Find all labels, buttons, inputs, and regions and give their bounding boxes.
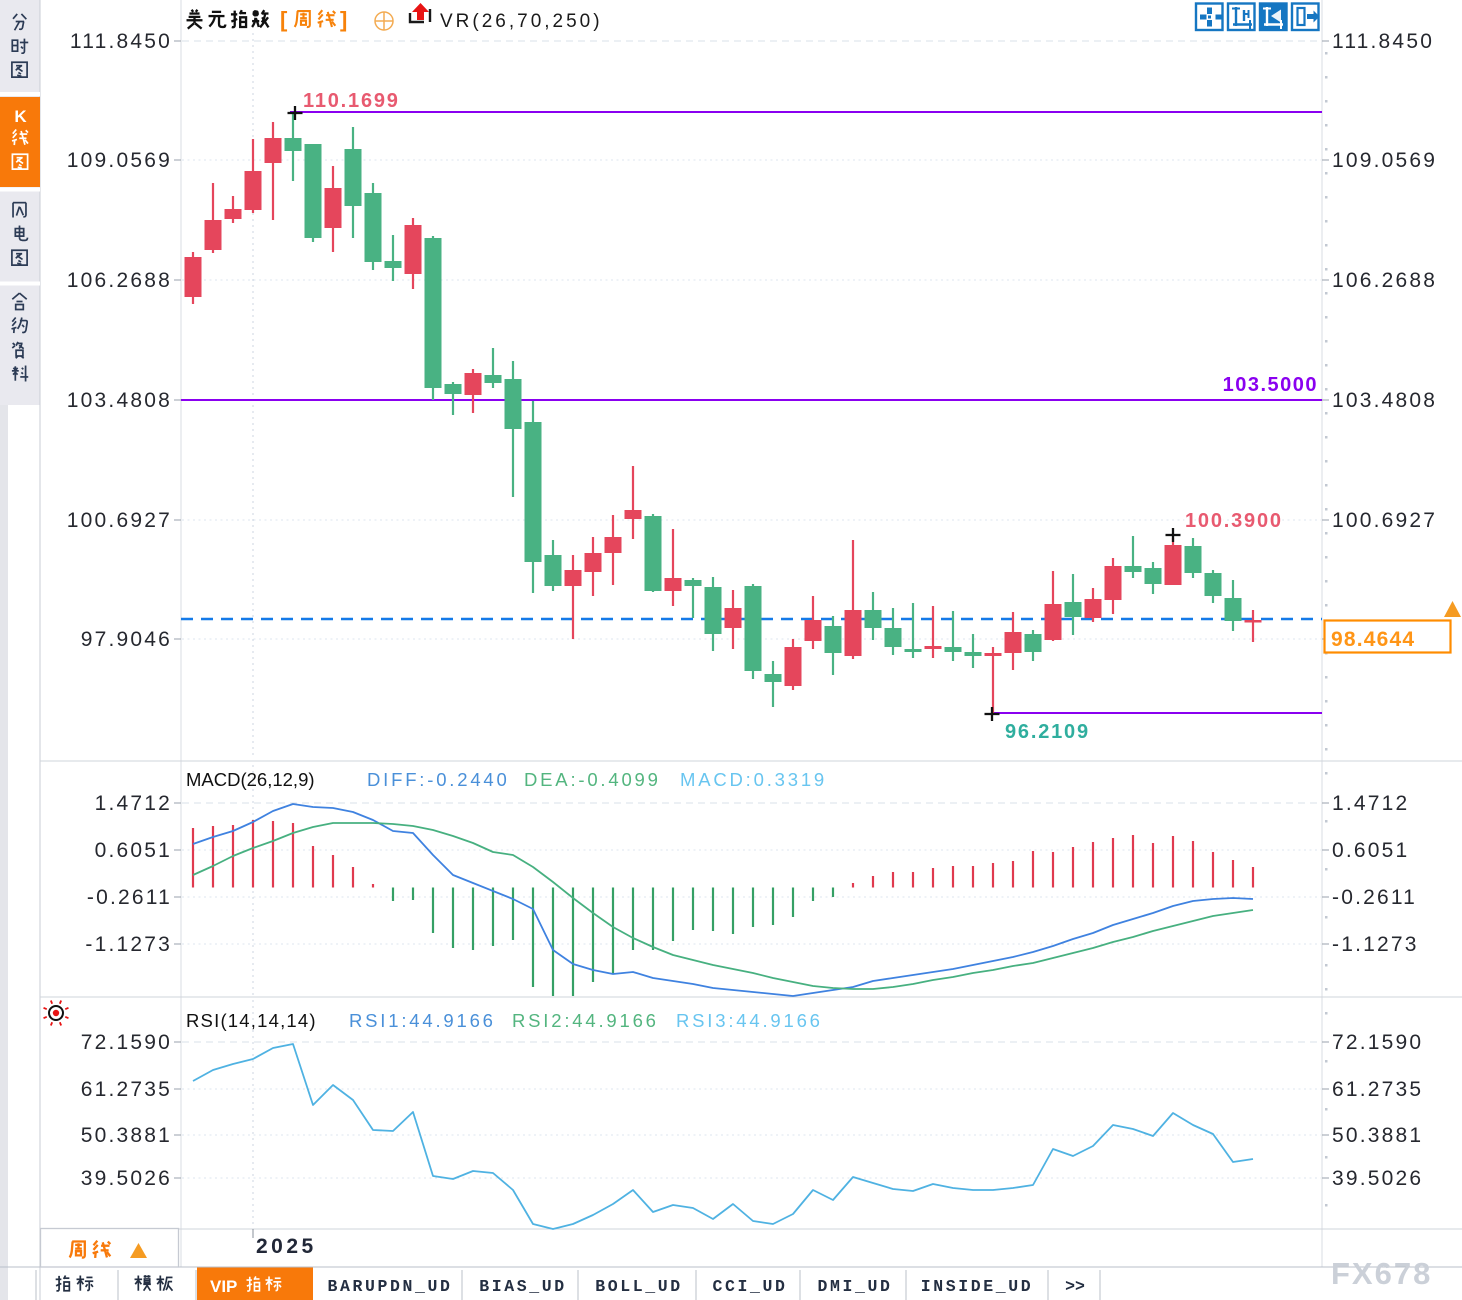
svg-text:RSI2:44.9166: RSI2:44.9166: [512, 1010, 659, 1031]
svg-text:96.2109: 96.2109: [1005, 721, 1090, 743]
svg-text:BARUPDN_UD: BARUPDN_UD: [327, 1277, 452, 1296]
svg-text:106.2688: 106.2688: [67, 269, 172, 292]
svg-text:FX678: FX678: [1331, 1256, 1432, 1291]
svg-text:RSI3:44.9166: RSI3:44.9166: [676, 1010, 823, 1031]
svg-text:DEA:-0.4099: DEA:-0.4099: [524, 769, 661, 790]
svg-text:111.8450: 111.8450: [1332, 30, 1434, 53]
svg-text:-1.1273: -1.1273: [1332, 933, 1419, 956]
svg-text:109.0569: 109.0569: [1332, 149, 1437, 172]
svg-text:39.5026: 39.5026: [81, 1167, 172, 1190]
svg-text:50.3881: 50.3881: [1332, 1124, 1423, 1147]
svg-text:VR(26,70,250): VR(26,70,250): [440, 11, 603, 32]
svg-text:CCI_UD: CCI_UD: [712, 1277, 787, 1296]
svg-text:RSI1:44.9166: RSI1:44.9166: [349, 1010, 496, 1031]
svg-text:-0.2611: -0.2611: [87, 886, 172, 909]
svg-text:100.6927: 100.6927: [1332, 509, 1437, 532]
svg-text:110.1699: 110.1699: [303, 90, 400, 112]
svg-text:50.3881: 50.3881: [81, 1124, 172, 1147]
svg-text:>>: >>: [1065, 1277, 1085, 1296]
svg-text:MACD:0.3319: MACD:0.3319: [680, 769, 827, 790]
svg-text:-0.2611: -0.2611: [1332, 886, 1417, 909]
svg-text:0.6051: 0.6051: [1332, 839, 1409, 862]
svg-text:DMI_UD: DMI_UD: [817, 1277, 892, 1296]
svg-text:DIFF:-0.2440: DIFF:-0.2440: [367, 769, 510, 790]
svg-text:MACD(26,12,9): MACD(26,12,9): [186, 769, 315, 790]
svg-text:106.2688: 106.2688: [1332, 269, 1437, 292]
svg-text:1.4712: 1.4712: [95, 792, 172, 815]
svg-text:0.6051: 0.6051: [95, 839, 172, 862]
svg-text:BOLL_UD: BOLL_UD: [595, 1277, 683, 1296]
svg-text:61.2735: 61.2735: [1332, 1078, 1423, 1101]
svg-text:-1.1273: -1.1273: [85, 933, 172, 956]
svg-text:72.1590: 72.1590: [81, 1031, 172, 1054]
svg-text:BIAS_UD: BIAS_UD: [479, 1277, 567, 1296]
svg-text:VIP: VIP: [210, 1277, 237, 1296]
svg-text:[: [: [280, 7, 288, 32]
svg-text:103.5000: 103.5000: [1223, 374, 1318, 396]
svg-text:K: K: [14, 107, 27, 126]
svg-text:98.4644: 98.4644: [1331, 628, 1415, 651]
svg-text:2025: 2025: [256, 1235, 317, 1258]
svg-text:39.5026: 39.5026: [1332, 1167, 1423, 1190]
svg-text:100.6927: 100.6927: [67, 509, 172, 532]
svg-text:INSIDE_UD: INSIDE_UD: [921, 1277, 1034, 1296]
svg-text:100.3900: 100.3900: [1185, 510, 1283, 532]
svg-text:97.9046: 97.9046: [81, 628, 172, 651]
svg-text:]: ]: [340, 7, 347, 32]
svg-text:72.1590: 72.1590: [1332, 1031, 1423, 1054]
svg-text:111.8450: 111.8450: [70, 30, 172, 53]
svg-text:RSI(14,14,14): RSI(14,14,14): [186, 1010, 317, 1031]
svg-text:103.4808: 103.4808: [1332, 389, 1437, 412]
svg-text:1.4712: 1.4712: [1332, 792, 1409, 815]
svg-text:61.2735: 61.2735: [81, 1078, 172, 1101]
svg-text:103.4808: 103.4808: [67, 389, 172, 412]
svg-text:109.0569: 109.0569: [67, 149, 172, 172]
